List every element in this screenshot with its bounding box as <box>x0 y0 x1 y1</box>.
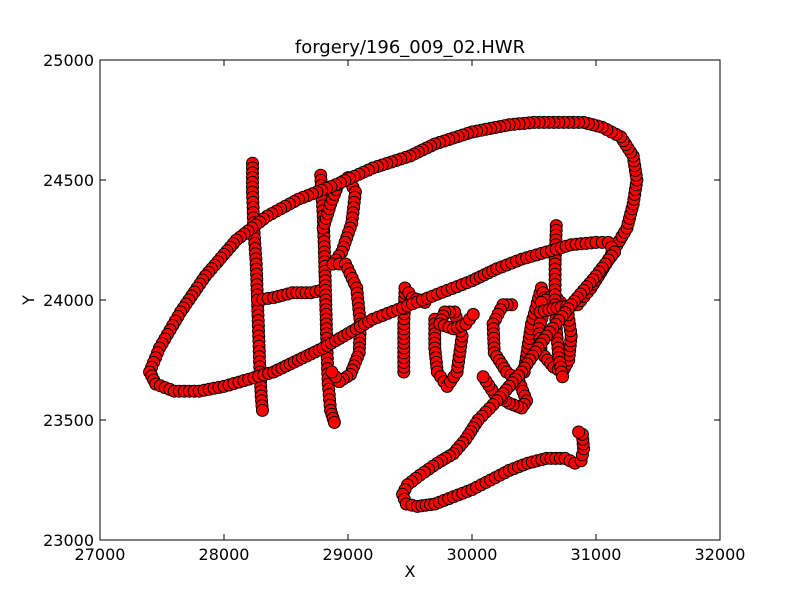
data-point <box>255 403 269 417</box>
data-point <box>556 370 570 384</box>
x-axis: 27000 28000 29000 30000 31000 32000 <box>75 60 746 564</box>
x-tick-label: 30000 <box>447 545 498 564</box>
y-tick-label: 23000 <box>43 531 94 550</box>
y-tick-label: 24500 <box>43 171 94 190</box>
x-tick-label: 31000 <box>571 545 622 564</box>
x-axis-label: X <box>405 562 416 581</box>
data-point <box>325 365 339 379</box>
data-point <box>476 370 490 384</box>
y-axis-label: Y <box>19 295 38 306</box>
data-point <box>466 307 480 321</box>
plot-area <box>143 115 644 513</box>
y-tick-label: 24000 <box>43 291 94 310</box>
x-tick-label: 27000 <box>75 545 126 564</box>
x-tick-label: 32000 <box>695 545 746 564</box>
chart-title: forgery/196_009_02.HWR <box>295 37 525 58</box>
y-axis: 23000 23500 24000 24500 25000 <box>43 51 720 550</box>
data-point <box>327 415 341 429</box>
x-tick-label: 29000 <box>323 545 374 564</box>
series-group <box>143 115 644 513</box>
data-point <box>572 425 586 439</box>
x-tick-label: 28000 <box>199 545 250 564</box>
y-tick-label: 25000 <box>43 51 94 70</box>
y-tick-label: 23500 <box>43 411 94 430</box>
